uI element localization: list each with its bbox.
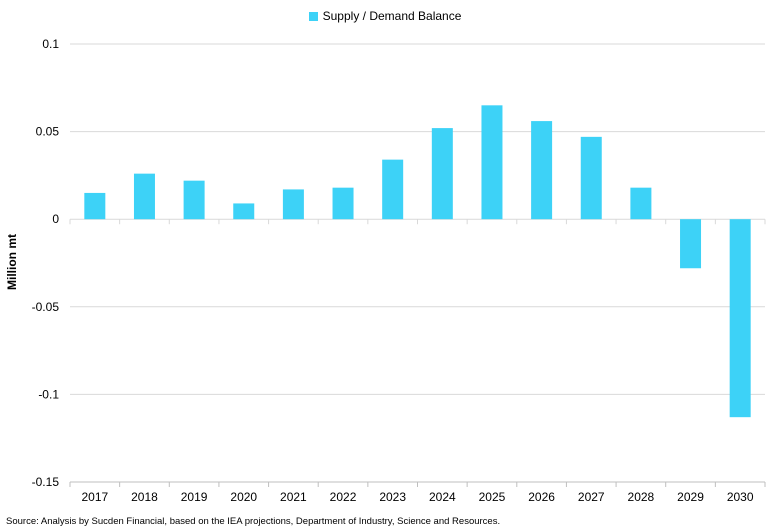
y-tick-label: -0.05 [32,300,60,314]
bar [531,121,553,220]
y-tick-label: -0.15 [32,475,60,489]
bars [84,105,751,418]
x-tick-label: 2020 [230,490,257,504]
y-tick-label: -0.1 [38,387,59,401]
x-tick-label: 2027 [578,490,605,504]
x-tick-label: 2017 [81,490,108,504]
bar [481,105,503,220]
y-tick-label: 0.05 [36,125,60,139]
x-tick-label: 2024 [429,490,456,504]
x-tick-label: 2025 [479,490,506,504]
bar [580,136,602,220]
bar [680,219,702,269]
y-axis-label: Million mt [5,234,19,290]
x-tick-label: 2028 [628,490,655,504]
y-tick-label: 0.1 [42,37,59,51]
x-tick-label: 2026 [528,490,555,504]
y-axis-ticks: -0.15 -0.1 -0.05 0 0.05 0.1 [32,37,60,489]
x-axis-ticks: 2017 2018 2019 2020 2021 2022 2023 2024 2025 2026… [81,490,753,504]
y-tick-label: 0 [52,212,59,226]
bar [183,180,205,220]
bar [729,219,751,418]
gridlines [70,43,765,483]
legend-label: Supply / Demand Balance [322,9,462,23]
bar [133,173,155,220]
x-axis [69,219,766,487]
legend-swatch [308,12,318,21]
x-tick-label: 2029 [677,490,704,504]
x-tick-label: 2023 [379,490,406,504]
x-tick-label: 2021 [280,490,307,504]
bar [332,187,354,220]
bar [282,189,304,220]
bar [382,159,404,220]
source-note: Source: Analysis by Sucden Financial, ba… [6,516,501,527]
x-tick-label: 2022 [330,490,357,504]
bar [233,203,255,220]
bar [630,187,652,220]
bar [431,128,453,220]
chart-legend: Supply / Demand Balance [0,9,770,23]
x-tick-label: 2019 [181,490,208,504]
bar [84,192,106,220]
x-tick-label: 2018 [131,490,158,504]
x-tick-label: 2030 [727,490,754,504]
